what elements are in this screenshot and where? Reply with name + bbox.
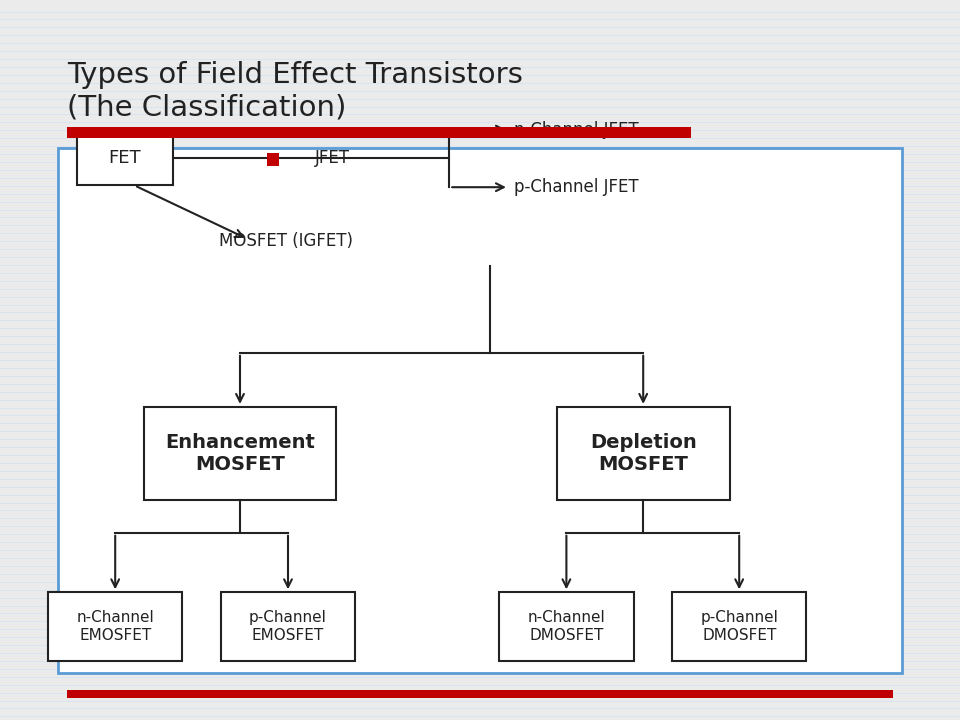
Text: JFET: JFET — [315, 150, 349, 168]
Text: MOSFET (IGFET): MOSFET (IGFET) — [219, 232, 353, 251]
FancyBboxPatch shape — [48, 592, 182, 661]
Text: n-Channel
DMOSFET: n-Channel DMOSFET — [528, 611, 605, 642]
FancyBboxPatch shape — [67, 127, 691, 138]
Text: n-Channel JFET: n-Channel JFET — [514, 121, 638, 139]
Text: p-Channel JFET: p-Channel JFET — [514, 179, 638, 197]
Text: p-Channel
DMOSFET: p-Channel DMOSFET — [700, 611, 779, 642]
FancyBboxPatch shape — [144, 407, 336, 500]
Text: Depletion
MOSFET: Depletion MOSFET — [589, 433, 697, 474]
Text: p-Channel
EMOSFET: p-Channel EMOSFET — [249, 611, 327, 642]
Text: Enhancement
MOSFET: Enhancement MOSFET — [165, 433, 315, 474]
FancyBboxPatch shape — [58, 148, 902, 673]
FancyBboxPatch shape — [221, 592, 355, 661]
Text: Types of Field Effect Transistors
(The Classification): Types of Field Effect Transistors (The C… — [67, 61, 523, 122]
FancyBboxPatch shape — [77, 132, 173, 186]
FancyBboxPatch shape — [499, 592, 634, 661]
Text: FET: FET — [108, 150, 141, 168]
FancyBboxPatch shape — [672, 592, 806, 661]
FancyBboxPatch shape — [557, 407, 730, 500]
FancyBboxPatch shape — [67, 690, 893, 698]
Text: n-Channel
EMOSFET: n-Channel EMOSFET — [77, 611, 154, 642]
FancyBboxPatch shape — [267, 153, 279, 166]
